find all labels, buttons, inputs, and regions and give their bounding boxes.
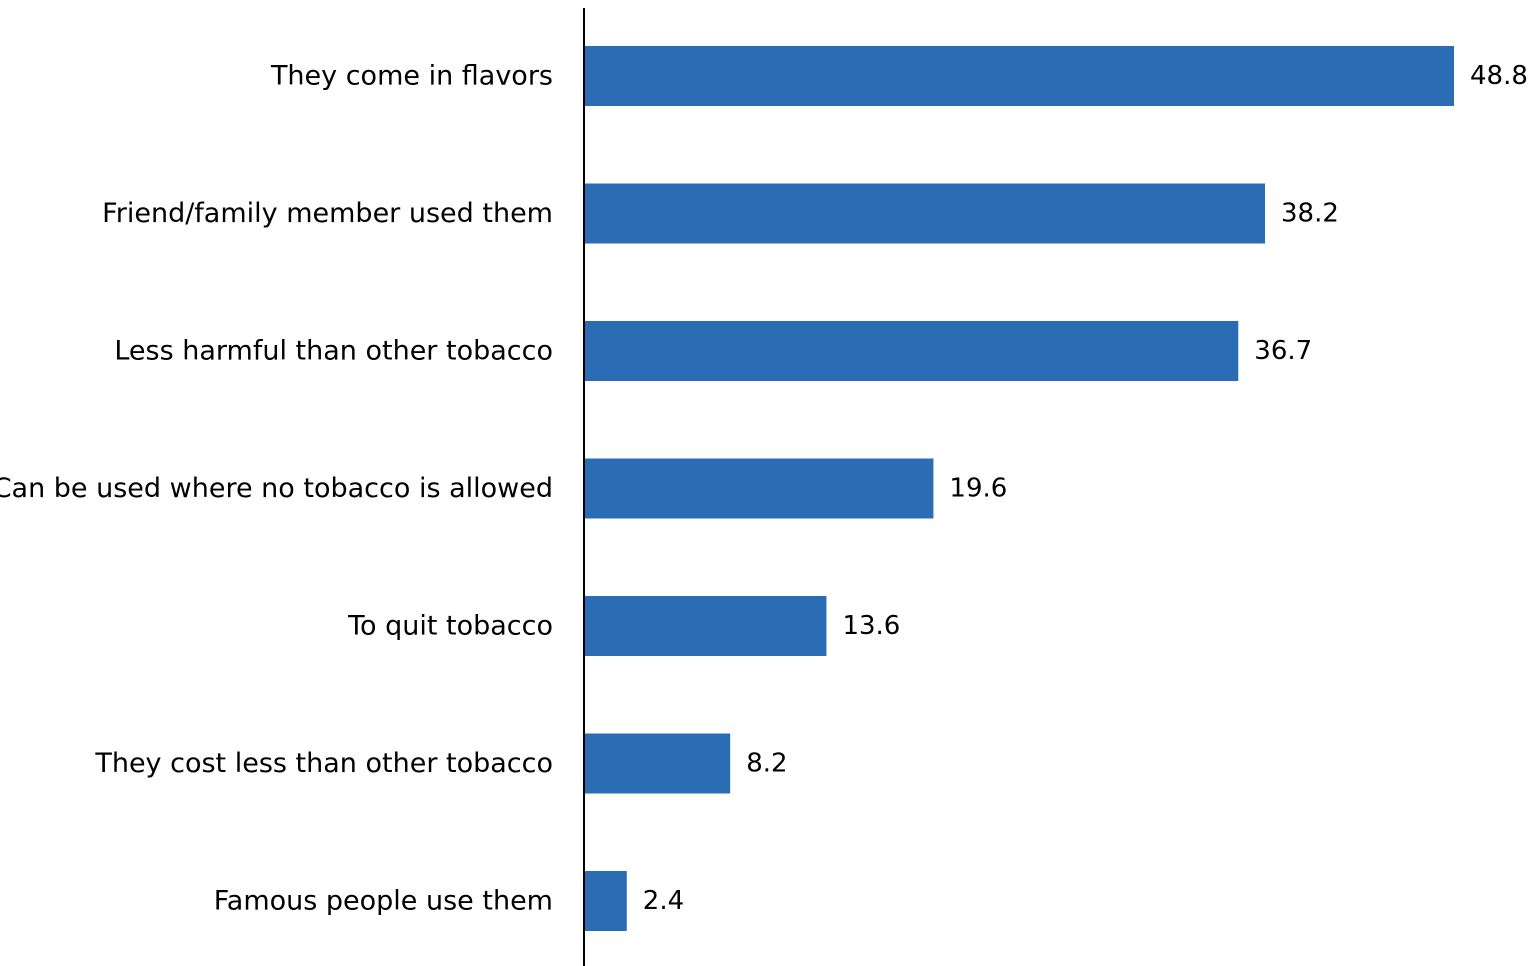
category-label: They come in flavors	[270, 61, 553, 92]
bars-group	[584, 46, 1454, 931]
category-label: Less harmful than other tobacco	[114, 336, 553, 367]
category-label: Famous people use them	[214, 886, 553, 917]
bar	[584, 871, 627, 931]
bar	[584, 321, 1239, 381]
category-label: They cost less than other tobacco	[94, 748, 553, 779]
value-label: 19.6	[949, 474, 1007, 504]
category-label: Friend/family member used them	[102, 198, 553, 229]
category-label: To quit tobacco	[347, 611, 553, 642]
value-label: 48.8	[1470, 61, 1528, 91]
bar	[584, 733, 731, 794]
value-label: 8.2	[746, 749, 787, 779]
bar	[584, 183, 1266, 244]
bar	[584, 596, 827, 656]
value-label: 36.7	[1254, 336, 1312, 366]
bar	[584, 458, 934, 519]
category-label: Can be used where no tobacco is allowed	[0, 473, 553, 504]
value-label: 38.2	[1281, 199, 1339, 229]
value-label: 2.4	[643, 886, 684, 916]
value-labels-group: 48.8 38.2 36.7 19.6 13.6 8.2 2.4	[643, 61, 1528, 916]
category-labels-group: They come in flavors Friend/family member…	[0, 61, 553, 917]
value-label: 13.6	[842, 611, 900, 641]
bar	[584, 46, 1454, 106]
